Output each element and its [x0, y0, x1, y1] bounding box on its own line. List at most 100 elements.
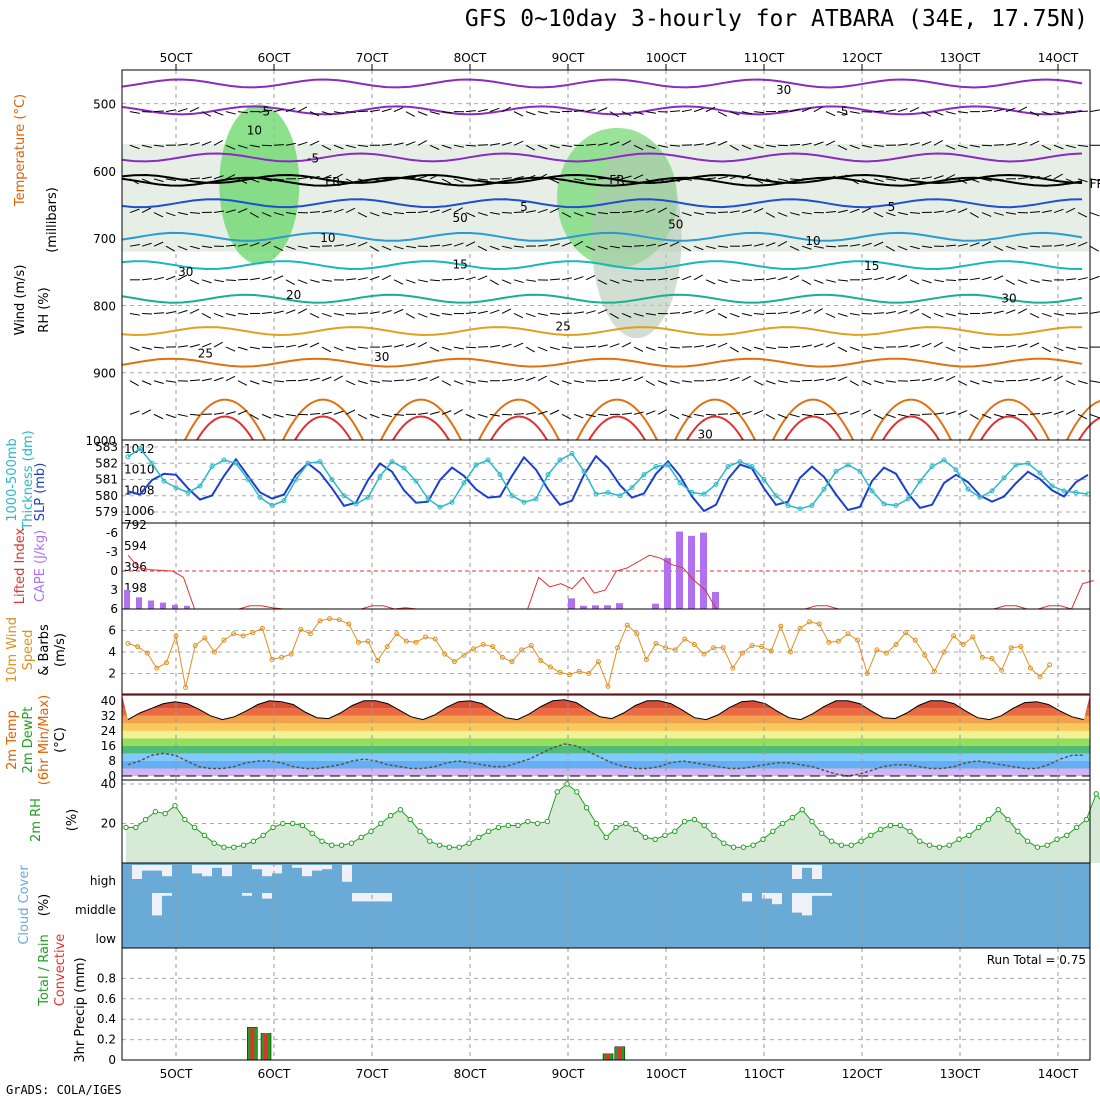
wind-barb [657, 380, 668, 385]
wind10-point [672, 647, 678, 653]
date-label-bottom: 8OCT [454, 1067, 487, 1081]
wind-barb [849, 410, 860, 415]
wind-barb [261, 276, 272, 281]
isotherm-label: 15 [453, 258, 468, 272]
wind-barb [777, 311, 788, 314]
thickness-point [329, 477, 335, 482]
wind-barb [609, 279, 620, 284]
wind-barb [933, 175, 944, 180]
wind-barb [393, 308, 404, 314]
cape-bar [580, 605, 587, 609]
rh-point [319, 838, 325, 844]
thickness-point [521, 499, 527, 505]
wind-barb [909, 344, 920, 348]
temp-color-band [122, 738, 1090, 746]
isotherm-loop [882, 415, 940, 441]
wind-barb [309, 279, 320, 283]
thickness-point [137, 446, 143, 452]
wind10-point [547, 664, 553, 670]
wind-barb [177, 413, 188, 417]
wind-barb [813, 378, 824, 382]
wind-barb [273, 275, 284, 281]
wind-barb [249, 212, 259, 218]
wind-barb [357, 241, 368, 247]
wind-barb [609, 111, 619, 118]
wind-barb [237, 380, 248, 386]
wind-barb [945, 244, 956, 247]
isotherm-line [121, 152, 1083, 163]
thickness-point [833, 468, 839, 474]
wind-barb [657, 277, 668, 281]
temp-axis-label-2: 2m DewPt [21, 707, 36, 774]
wind10-point [912, 637, 918, 643]
wind-barb [897, 143, 908, 146]
wind-barb [705, 308, 716, 314]
wind-barb [705, 279, 716, 285]
date-label-top: 9OCT [552, 51, 585, 65]
wind-barb [753, 278, 765, 281]
isotherm-loop [968, 398, 1050, 441]
temperature-axis-label: Temperature (°C) [13, 94, 28, 207]
wind-barb [549, 278, 561, 281]
wind-barb [693, 245, 704, 251]
wind-barb [333, 208, 344, 214]
wind-barb [273, 345, 285, 348]
cloud-cell [762, 893, 772, 899]
wind-barb [789, 245, 800, 251]
wind-barb [285, 212, 296, 215]
wind-barb [501, 379, 512, 382]
wind-barb [609, 245, 620, 249]
wind-barb [441, 410, 452, 415]
wind-barb [273, 380, 284, 383]
wind-barb [381, 178, 393, 180]
thickness-point [893, 503, 899, 508]
wind-barb [477, 346, 489, 348]
wind-barb [717, 313, 728, 319]
wind-barb [201, 176, 212, 180]
thickness-point [749, 464, 755, 469]
wind10-point [624, 622, 630, 628]
wind-barb [429, 244, 441, 247]
temp-axis-label-1: 2m Temp [5, 710, 20, 770]
rh-point [231, 844, 237, 850]
wind-barb [873, 110, 885, 113]
wind-barb [597, 212, 608, 215]
wind10-point [288, 651, 294, 657]
wind-barb [669, 276, 680, 281]
wind-barb [321, 376, 332, 382]
temp-color-band [122, 768, 1090, 776]
date-label-top: 5OCT [160, 51, 193, 65]
wind-barb [801, 245, 812, 250]
wind-barb [969, 178, 980, 183]
wind-barb [513, 279, 524, 284]
cloud-cell [342, 865, 352, 882]
wind-barb [237, 278, 249, 281]
wind-barb [621, 377, 632, 382]
thickness-point [125, 454, 131, 460]
wind-barb [225, 111, 236, 115]
wind-barb [585, 108, 596, 113]
pressure-tick: 800 [93, 299, 116, 313]
wind-barb [801, 309, 812, 314]
wind10-point [576, 668, 582, 674]
wind-barb [237, 346, 248, 351]
wind-barb [345, 111, 357, 113]
rh-point [740, 844, 747, 850]
cloud-cell [152, 893, 162, 916]
isotherm-line [121, 78, 1083, 89]
footer-credit: GrADS: COLA/IGES [6, 1083, 122, 1097]
wind-barb [753, 178, 764, 184]
wind-barb [417, 279, 428, 283]
wind-barb [1005, 142, 1016, 146]
wind-barb [1029, 245, 1041, 248]
thickness-point [425, 496, 431, 502]
wind-barb [765, 380, 776, 385]
wind-barb [705, 142, 716, 146]
wind-barb [345, 346, 356, 350]
cloud-cell [142, 865, 152, 871]
isotherm-loop [1066, 400, 1100, 441]
rh-point [985, 816, 992, 823]
isotherm-loop [588, 415, 646, 441]
wind10-point [375, 658, 381, 664]
wind-barb [297, 245, 308, 249]
